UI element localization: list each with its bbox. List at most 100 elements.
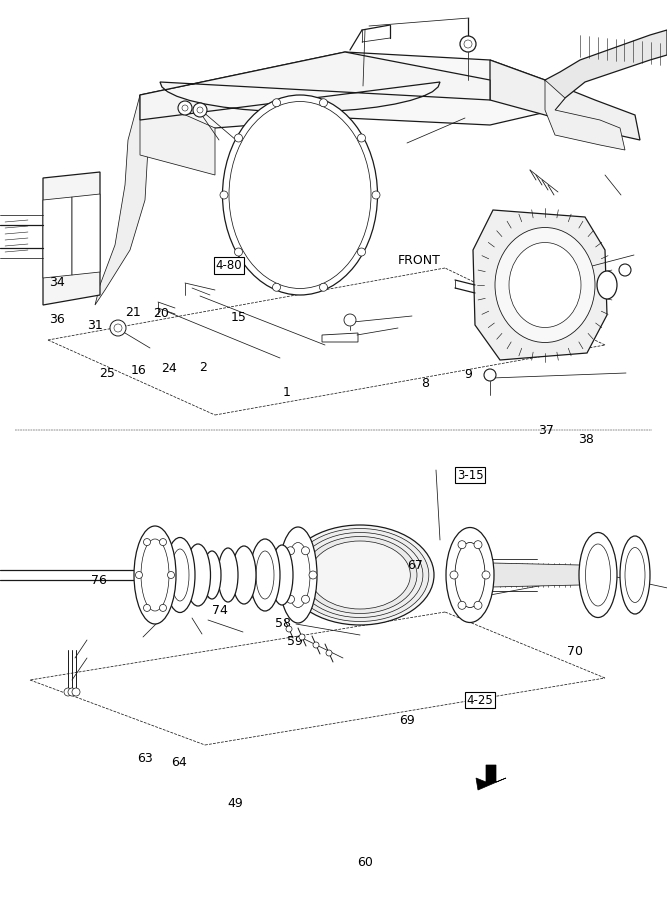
Circle shape (178, 101, 192, 115)
Circle shape (474, 541, 482, 549)
Ellipse shape (279, 527, 317, 623)
Text: 75: 75 (177, 588, 193, 600)
Circle shape (182, 105, 188, 111)
Circle shape (450, 571, 458, 579)
Text: 4-80: 4-80 (215, 259, 242, 272)
Text: 60: 60 (358, 856, 374, 868)
Text: 3-15: 3-15 (457, 469, 484, 482)
Ellipse shape (134, 526, 176, 624)
Text: 4-25: 4-25 (467, 694, 494, 706)
Text: 15: 15 (231, 311, 247, 324)
Text: 59: 59 (287, 635, 303, 648)
Text: 9: 9 (464, 368, 472, 381)
Circle shape (235, 134, 243, 142)
Polygon shape (476, 765, 506, 790)
Text: 21: 21 (125, 306, 141, 319)
Ellipse shape (495, 228, 595, 343)
Circle shape (301, 547, 309, 554)
Text: 63: 63 (137, 752, 153, 765)
Circle shape (273, 284, 281, 292)
Polygon shape (492, 563, 580, 587)
Circle shape (279, 571, 287, 579)
Ellipse shape (586, 544, 610, 606)
Text: 16: 16 (131, 364, 147, 377)
Text: 64: 64 (171, 756, 187, 769)
Polygon shape (95, 95, 148, 305)
Ellipse shape (625, 547, 645, 602)
Circle shape (484, 369, 496, 381)
Ellipse shape (256, 551, 274, 599)
Circle shape (197, 107, 203, 113)
Text: 69: 69 (399, 714, 415, 726)
Text: 58: 58 (275, 617, 291, 630)
Text: 76: 76 (91, 574, 107, 587)
Circle shape (319, 99, 327, 107)
Text: 70: 70 (567, 645, 583, 658)
Ellipse shape (271, 545, 293, 605)
Circle shape (309, 571, 317, 579)
Text: 24: 24 (161, 363, 177, 375)
Ellipse shape (203, 551, 221, 599)
Circle shape (273, 99, 281, 107)
Circle shape (372, 191, 380, 199)
Ellipse shape (141, 539, 169, 611)
Ellipse shape (309, 541, 410, 609)
Text: 37: 37 (538, 424, 554, 436)
Circle shape (287, 547, 295, 554)
Ellipse shape (291, 528, 429, 622)
Circle shape (110, 320, 126, 336)
Polygon shape (72, 194, 100, 275)
Ellipse shape (303, 536, 417, 614)
Circle shape (167, 572, 175, 579)
Polygon shape (545, 80, 625, 150)
Circle shape (64, 688, 72, 696)
Ellipse shape (229, 102, 371, 289)
Circle shape (326, 650, 332, 656)
Ellipse shape (597, 271, 617, 299)
Circle shape (235, 248, 243, 256)
Ellipse shape (250, 539, 280, 611)
Polygon shape (322, 333, 358, 342)
Polygon shape (473, 210, 607, 360)
Circle shape (358, 134, 366, 142)
Circle shape (72, 688, 80, 696)
Text: 2: 2 (199, 361, 207, 374)
Circle shape (319, 284, 327, 292)
Text: 1: 1 (283, 386, 291, 399)
Text: 34: 34 (49, 276, 65, 289)
Polygon shape (140, 52, 555, 148)
Text: 74: 74 (212, 604, 228, 617)
Polygon shape (43, 172, 100, 305)
Text: FRONT: FRONT (398, 255, 440, 267)
Circle shape (619, 264, 631, 276)
Ellipse shape (286, 525, 434, 625)
Circle shape (474, 601, 482, 609)
Circle shape (301, 595, 309, 603)
Text: 25: 25 (99, 367, 115, 380)
Ellipse shape (223, 95, 378, 295)
Polygon shape (140, 52, 490, 120)
Ellipse shape (455, 543, 485, 608)
Ellipse shape (620, 536, 650, 614)
Circle shape (143, 605, 151, 611)
Text: 31: 31 (87, 320, 103, 332)
Ellipse shape (286, 543, 310, 608)
Ellipse shape (218, 548, 238, 602)
Circle shape (193, 103, 207, 117)
Circle shape (482, 571, 490, 579)
Circle shape (344, 314, 356, 326)
Circle shape (143, 538, 151, 545)
Circle shape (68, 688, 76, 696)
Text: 49: 49 (227, 797, 243, 810)
Ellipse shape (165, 537, 195, 613)
Circle shape (135, 572, 143, 579)
Text: 67: 67 (407, 559, 423, 572)
Circle shape (458, 541, 466, 549)
Circle shape (358, 248, 366, 256)
Ellipse shape (579, 533, 617, 617)
Ellipse shape (509, 242, 581, 328)
Polygon shape (140, 95, 215, 175)
Circle shape (287, 595, 295, 603)
Circle shape (159, 605, 167, 611)
Ellipse shape (185, 544, 211, 606)
